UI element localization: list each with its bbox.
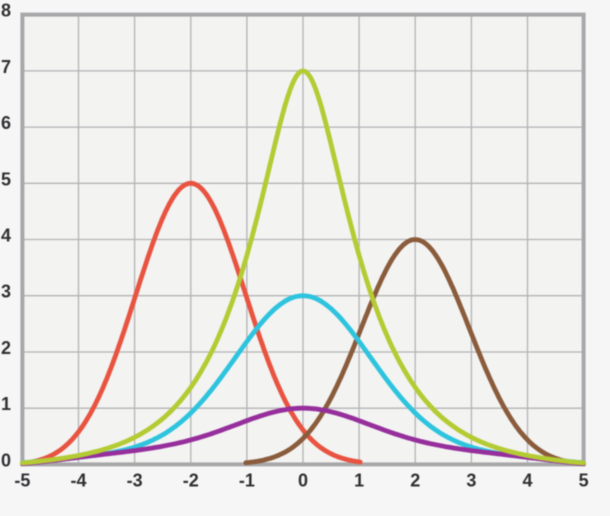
svg-text:2: 2 [1, 338, 11, 358]
svg-text:-3: -3 [127, 471, 143, 491]
svg-text:0: 0 [298, 471, 308, 491]
svg-text:1: 1 [1, 394, 11, 414]
svg-text:1: 1 [354, 471, 364, 491]
svg-text:2: 2 [410, 471, 420, 491]
svg-text:-1: -1 [239, 471, 255, 491]
svg-text:3: 3 [1, 282, 11, 302]
svg-text:-5: -5 [14, 471, 30, 491]
svg-text:0: 0 [1, 450, 11, 470]
svg-text:-4: -4 [70, 471, 86, 491]
svg-text:-2: -2 [183, 471, 199, 491]
svg-text:3: 3 [466, 471, 476, 491]
svg-text:7: 7 [1, 57, 11, 77]
svg-text:4: 4 [522, 471, 532, 491]
svg-text:4: 4 [1, 226, 11, 246]
svg-text:5: 5 [579, 471, 589, 491]
svg-text:5: 5 [1, 169, 11, 189]
svg-text:6: 6 [1, 113, 11, 133]
svg-text:8: 8 [1, 1, 11, 21]
